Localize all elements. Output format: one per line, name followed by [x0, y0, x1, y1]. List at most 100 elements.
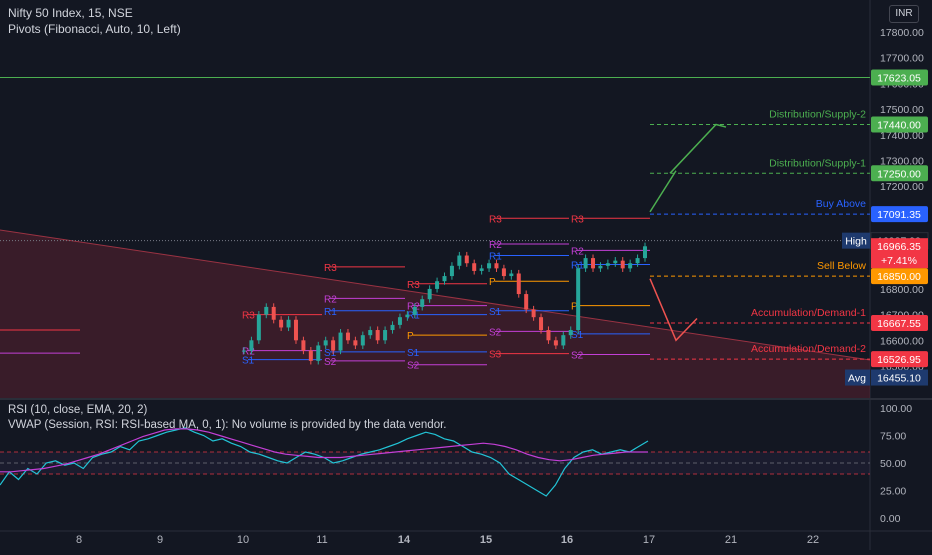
price-tick-label: 17200.00	[880, 181, 924, 193]
candle-body[interactable]	[516, 273, 521, 295]
rsi-tick-label: 50.00	[880, 458, 906, 470]
pivot-label: R3	[407, 280, 420, 291]
candle-body[interactable]	[256, 314, 261, 341]
level-text: Buy Above	[816, 198, 866, 210]
pivot-label: R2	[324, 294, 337, 305]
candle-body[interactable]	[531, 309, 536, 318]
candle-body[interactable]	[301, 340, 306, 351]
candle-body[interactable]	[449, 265, 454, 277]
candle-body[interactable]	[427, 288, 432, 300]
time-label: 9	[157, 534, 163, 546]
candle-body[interactable]	[397, 317, 402, 325]
candle-body[interactable]	[576, 268, 581, 331]
candle-body[interactable]	[271, 306, 276, 320]
candle-body[interactable]	[360, 335, 365, 346]
level-price-label: 17250.00	[877, 168, 921, 180]
candle-body[interactable]	[539, 317, 544, 331]
candle-body[interactable]	[583, 258, 588, 269]
candle-body[interactable]	[323, 340, 328, 346]
projection-up-2	[669, 123, 727, 174]
level-price-badge[interactable]	[871, 314, 928, 331]
last-price-value: 16966.35	[877, 241, 921, 253]
candle-body[interactable]	[345, 332, 350, 341]
pivot-label: R1	[571, 261, 584, 272]
candle-body[interactable]	[457, 255, 462, 266]
candle-body[interactable]	[405, 314, 410, 318]
candle-body[interactable]	[375, 330, 380, 341]
candle-body[interactable]	[353, 340, 358, 346]
candle-body[interactable]	[435, 281, 440, 289]
level-price-badge[interactable]	[871, 351, 928, 368]
candle-body[interactable]	[591, 258, 596, 269]
level-price-badge[interactable]	[871, 69, 928, 86]
candle-body[interactable]	[420, 299, 425, 307]
level-price-label: 16526.95	[877, 354, 921, 366]
candle-body[interactable]	[331, 340, 336, 351]
candle-body[interactable]	[487, 263, 492, 269]
candle-body[interactable]	[316, 345, 321, 361]
rsi-tick-label: 0.00	[880, 513, 901, 525]
candle-body[interactable]	[264, 306, 269, 315]
candle-body[interactable]	[628, 263, 633, 269]
candle-body[interactable]	[368, 330, 373, 336]
level-price-badge[interactable]	[871, 206, 928, 223]
level-price-badge[interactable]	[871, 268, 928, 285]
level-text: Accumulation/Demand-1	[751, 307, 866, 319]
candle-body[interactable]	[546, 330, 551, 341]
avg-badge-value: 16455.10	[877, 373, 921, 385]
candle-body[interactable]	[442, 276, 447, 282]
symbol-legend[interactable]: Nifty 50 Index, 15, NSE	[8, 6, 133, 20]
pivot-label: R2	[489, 240, 502, 251]
candle-body[interactable]	[242, 350, 246, 352]
rsi-legend[interactable]: RSI (10, close, EMA, 20, 2)	[8, 404, 148, 416]
candle-body[interactable]	[598, 265, 603, 269]
pivot-label: S1	[324, 348, 337, 359]
level-price-badge[interactable]	[871, 165, 928, 182]
candle-body[interactable]	[501, 268, 506, 277]
candle-body[interactable]	[293, 319, 298, 341]
candle-body[interactable]	[524, 294, 529, 310]
vwap-legend[interactable]: VWAP (Session, RSI: RSI-based MA, 0, 1):…	[8, 419, 447, 431]
candle-body[interactable]	[509, 273, 514, 277]
pivots-legend[interactable]: Pivots (Fibonacci, Auto, 10, Left)	[8, 22, 181, 36]
demand-zone-shade	[0, 230, 870, 398]
candle-body[interactable]	[472, 263, 477, 271]
candle-body[interactable]	[479, 268, 484, 271]
candle-body[interactable]	[635, 258, 640, 264]
time-label: 17	[643, 534, 655, 546]
candle-body[interactable]	[383, 330, 388, 341]
avg-badge[interactable]	[871, 369, 928, 386]
candle-body[interactable]	[561, 335, 566, 346]
candle-body[interactable]	[643, 246, 647, 259]
candle-body[interactable]	[613, 260, 618, 264]
candle-body[interactable]	[286, 319, 291, 328]
candle-body[interactable]	[308, 350, 313, 361]
currency-badge[interactable]: INR	[889, 5, 919, 23]
pivot-label: R1	[489, 252, 502, 263]
pivot-label: R3	[571, 214, 584, 225]
rsi-ma-line[interactable]	[0, 428, 648, 473]
candle-body[interactable]	[338, 332, 343, 351]
pivot-label: P	[407, 331, 414, 342]
price-tick-label: 17500.00	[880, 104, 924, 116]
projection-down	[649, 278, 698, 342]
candle-body[interactable]	[553, 340, 558, 346]
candle-body[interactable]	[412, 306, 417, 315]
candle-body[interactable]	[620, 260, 625, 269]
candle-body[interactable]	[605, 263, 610, 266]
candle-body[interactable]	[464, 255, 469, 264]
candle-body[interactable]	[494, 263, 499, 269]
candle-body[interactable]	[568, 330, 573, 336]
pivot-label: S1	[242, 356, 255, 367]
price-tick-label: 17800.00	[880, 27, 924, 39]
avg-tag	[845, 369, 870, 386]
level-price-label: 17623.05	[877, 72, 921, 84]
candle-body[interactable]	[249, 340, 254, 351]
high-tag	[842, 232, 870, 249]
last-price-badge[interactable]	[871, 238, 928, 269]
level-price-badge[interactable]	[871, 116, 928, 133]
candle-body[interactable]	[390, 324, 395, 331]
candle-body[interactable]	[279, 319, 284, 328]
